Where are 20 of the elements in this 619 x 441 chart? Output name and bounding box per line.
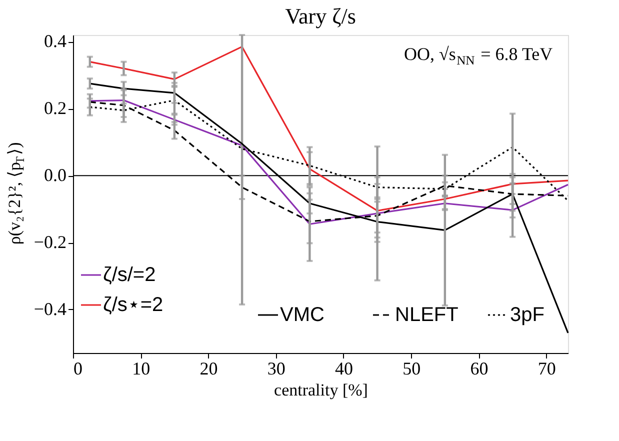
chart-title: Vary ζ/s — [285, 4, 356, 29]
y-tick-label: −0.2 — [34, 232, 66, 252]
y-tick-label: 0.0 — [44, 165, 66, 186]
legend-label: 3pF — [510, 304, 544, 326]
legend-label: VMC — [280, 304, 324, 326]
x-tick-label: 60 — [470, 358, 488, 378]
legend-label: NLEFT — [395, 304, 458, 326]
x-tick-label: 30 — [267, 358, 286, 378]
y-tick-label: 0.4 — [44, 31, 66, 52]
x-tick-label: 50 — [402, 358, 421, 378]
x-tick-label: 0 — [74, 358, 82, 378]
x-tick-label: 10 — [132, 358, 150, 378]
legend-label: ζ/s⋆=2 — [103, 294, 164, 316]
y-tick-label: −0.4 — [34, 298, 66, 319]
x-tick-label: 70 — [538, 358, 556, 378]
legend-label: ζ/s/=2 — [103, 264, 156, 286]
x-axis-title: centrality [%] — [274, 380, 368, 400]
x-tick-label: 20 — [200, 358, 218, 378]
x-tick-label: 40 — [334, 358, 353, 378]
y-tick-label: 0.2 — [44, 98, 66, 118]
